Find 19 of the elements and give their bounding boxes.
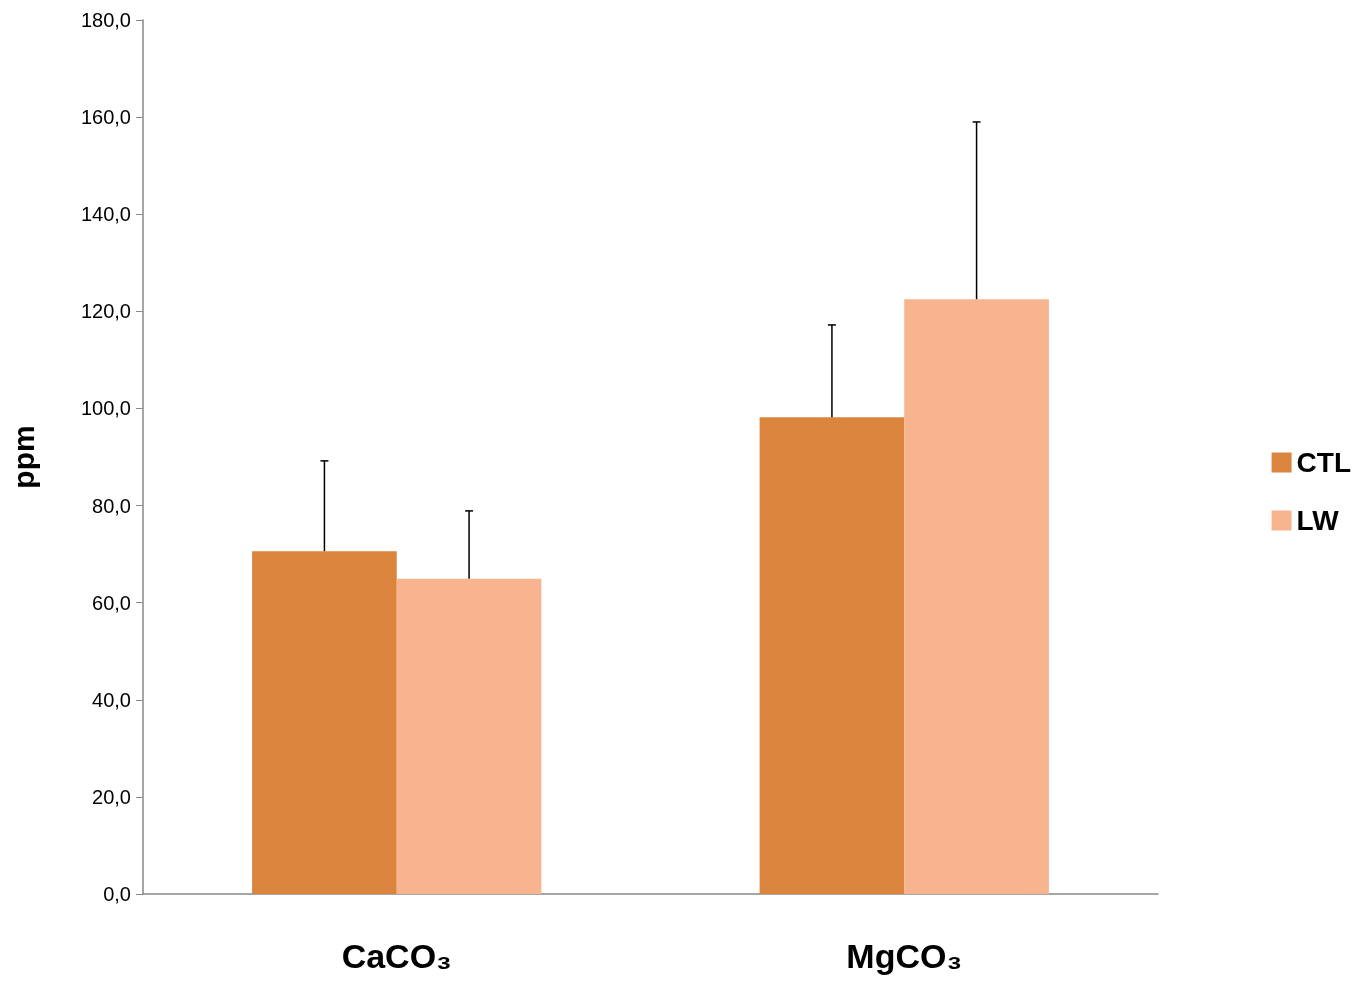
y-axis-title: ppm: [6, 425, 40, 489]
bar: [252, 551, 397, 894]
legend-label: LW: [1296, 505, 1340, 536]
y-tick-label: 40,0: [92, 688, 131, 711]
bar: [759, 417, 905, 894]
y-tick-label: 140,0: [80, 203, 131, 226]
y-tick-label: 80,0: [92, 494, 131, 517]
y-tick-label: 180,0: [80, 9, 131, 31]
y-tick-label: 20,0: [92, 785, 131, 808]
y-tick-label: 160,0: [80, 106, 131, 129]
x-tick-label: MgCO₃: [846, 937, 963, 975]
bar: [904, 299, 1049, 894]
y-tick-label: 60,0: [92, 591, 131, 614]
y-tick-label: 100,0: [80, 397, 131, 420]
y-tick-label: 0,0: [103, 883, 131, 905]
bar: [396, 578, 542, 894]
y-tick-label: 120,0: [80, 300, 131, 323]
legend-label: CTL: [1296, 447, 1352, 478]
x-tick-label: CaCO₃: [341, 937, 452, 975]
